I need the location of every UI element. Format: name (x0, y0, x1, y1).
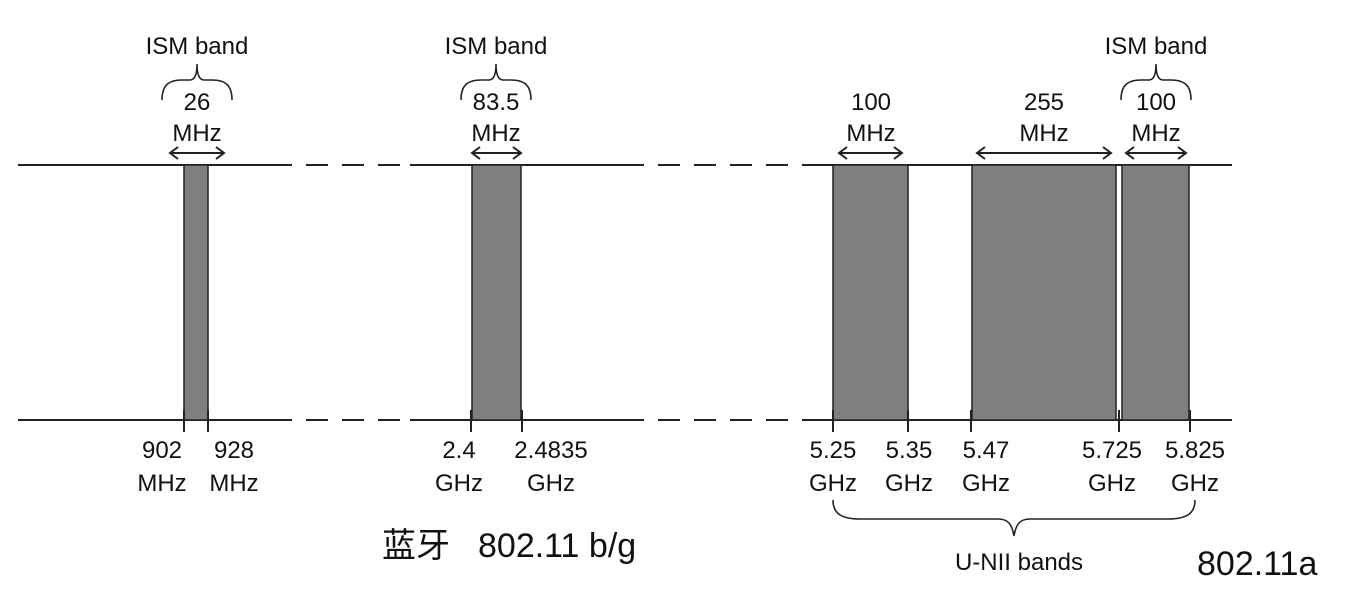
band-902-928 (183, 164, 209, 421)
svg-text:2.4835: 2.4835 (514, 437, 587, 464)
freq-label-2-4835: 2.4835 GHz (514, 437, 587, 497)
band-5250-5350 (832, 164, 909, 421)
svg-text:MHz: MHz (1019, 120, 1068, 147)
ism-brace-1 (161, 63, 233, 101)
width-arrow-3 (837, 146, 904, 160)
svg-text:GHz: GHz (962, 470, 1010, 497)
svg-text:5.35: 5.35 (886, 437, 933, 464)
svg-text:255: 255 (1024, 89, 1064, 116)
svg-text:5.47: 5.47 (963, 437, 1010, 464)
svg-text:GHz: GHz (1171, 470, 1219, 497)
svg-text:5.725: 5.725 (1082, 437, 1142, 464)
freq-label-5-825: 5.825 GHz (1165, 437, 1225, 497)
ism-label-1: ISM band (146, 33, 249, 60)
width-arrow-5 (1124, 146, 1188, 160)
ism-brace-3 (1120, 63, 1192, 101)
svg-text:MHz: MHz (172, 120, 221, 147)
freq-label-5-725: 5.725 GHz (1082, 437, 1142, 497)
bg-standard-label: 802.11 b/g (478, 527, 636, 565)
svg-text:83.5: 83.5 (473, 89, 520, 116)
a-standard-label: 802.11a (1197, 545, 1317, 583)
band-width-label-3: 100 MHz (846, 89, 895, 147)
svg-text:GHz: GHz (527, 470, 575, 497)
svg-text:5.825: 5.825 (1165, 437, 1225, 464)
width-arrow-1 (168, 146, 226, 160)
band-5725-5825 (1121, 164, 1190, 421)
svg-text:MHz: MHz (137, 470, 186, 497)
svg-text:MHz: MHz (846, 120, 895, 147)
freq-label-5-25: 5.25 GHz (809, 437, 857, 497)
freq-label-5-47: 5.47 GHz (962, 437, 1010, 497)
svg-text:26: 26 (184, 89, 211, 116)
unii-label: U-NII bands (955, 549, 1083, 576)
ism-brace-2 (460, 63, 532, 101)
unii-brace (832, 499, 1196, 537)
freq-label-902: 902 MHz (137, 437, 186, 497)
band-width-label-5: 100 MHz (1131, 89, 1180, 147)
svg-text:928: 928 (214, 437, 254, 464)
freq-label-928: 928 MHz (209, 437, 258, 497)
svg-text:100: 100 (1136, 89, 1176, 116)
svg-text:MHz: MHz (1131, 120, 1180, 147)
svg-text:100: 100 (851, 89, 891, 116)
freq-label-2-4: 2.4 GHz (435, 437, 483, 497)
svg-text:GHz: GHz (885, 470, 933, 497)
band-width-label-1: 26 MHz (172, 89, 221, 147)
svg-text:GHz: GHz (809, 470, 857, 497)
width-arrow-4 (975, 146, 1113, 160)
width-arrow-2 (470, 146, 523, 160)
svg-text:5.25: 5.25 (810, 437, 857, 464)
freq-label-5-35: 5.35 GHz (885, 437, 933, 497)
band-5470-5725 (971, 164, 1117, 421)
band-2400-2483 (471, 164, 522, 421)
frequency-ticks (183, 410, 1191, 432)
svg-text:902: 902 (142, 437, 182, 464)
ism-label-3: ISM band (1105, 33, 1208, 60)
band-width-label-4: 255 MHz (1019, 89, 1068, 147)
svg-text:MHz: MHz (209, 470, 258, 497)
svg-text:2.4: 2.4 (442, 437, 475, 464)
ism-label-2: ISM band (445, 33, 548, 60)
svg-text:MHz: MHz (471, 120, 520, 147)
svg-text:GHz: GHz (1088, 470, 1136, 497)
band-width-label-2: 83.5 MHz (471, 89, 520, 147)
bluetooth-label: 蓝牙 (382, 526, 450, 566)
svg-text:GHz: GHz (435, 470, 483, 497)
